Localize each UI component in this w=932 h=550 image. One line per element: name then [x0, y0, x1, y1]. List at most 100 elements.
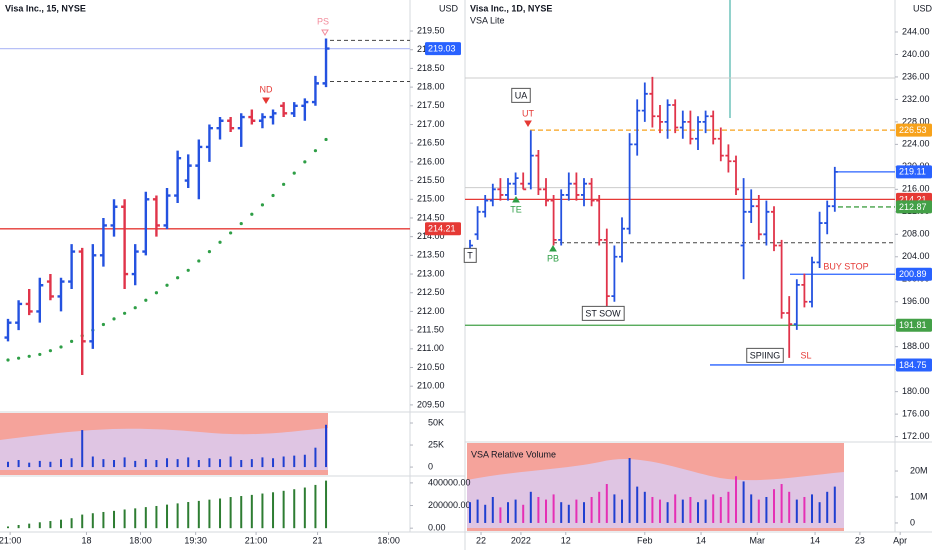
y-tick-label: 218.00 — [417, 81, 445, 91]
price-tag — [425, 222, 461, 236]
volume-bar — [476, 499, 479, 523]
annotation: ND — [260, 84, 273, 94]
volume-bar — [590, 496, 593, 523]
trail-dot — [250, 212, 254, 216]
volume-bar — [219, 459, 222, 468]
trail-dot — [324, 137, 328, 142]
volume-bar — [197, 500, 200, 529]
volume-bar — [240, 460, 243, 468]
volume-bar — [38, 460, 41, 468]
signal-marker — [321, 29, 329, 36]
volume-bar — [567, 504, 570, 523]
volume-bar — [818, 502, 821, 523]
ohlc-bar — [824, 200, 831, 235]
ohlc-bar — [710, 110, 717, 145]
ohlc-bar — [89, 244, 97, 349]
y-tick-label: 236.00 — [902, 71, 930, 81]
volume-bar — [134, 508, 137, 529]
price-tag-label: 191.81 — [899, 320, 927, 330]
y-tick-label: 240.00 — [902, 49, 930, 59]
volume-bar — [545, 499, 548, 523]
volume-bar — [272, 492, 275, 529]
volume-bar — [314, 484, 317, 529]
ohlc-bar — [489, 183, 496, 207]
trail-dot — [6, 358, 10, 362]
y-tick-label: 217.00 — [417, 119, 445, 129]
ohlc-bar — [748, 189, 755, 224]
ohlc-bar — [733, 155, 740, 195]
volume-bar — [788, 491, 791, 523]
ohlc-bar — [816, 211, 823, 269]
y-tick-label: 0.00 — [428, 523, 446, 533]
y-tick-label: 212.50 — [417, 287, 445, 297]
price-tag-label: 214.21 — [899, 194, 927, 204]
y-tick-label: 217.50 — [417, 100, 445, 110]
y-tick-label: 244.00 — [902, 26, 930, 36]
volume-bar — [49, 461, 52, 468]
ohlc-bar — [68, 244, 76, 289]
volume-bar — [514, 499, 517, 523]
annotation-box — [581, 305, 625, 321]
y-tick-label: 20M — [910, 465, 928, 475]
volume-bar — [282, 490, 285, 529]
y-tick-label: 188.00 — [902, 341, 930, 351]
price-tag-label: 219.11 — [899, 167, 926, 177]
currency[interactable]: USD — [439, 3, 459, 13]
ohlc-bar — [290, 102, 298, 118]
volume-band — [0, 428, 328, 470]
volume-bar — [719, 496, 722, 523]
ohlc-bar — [46, 274, 54, 301]
ohlc-bar — [634, 99, 641, 156]
volume-bar — [113, 510, 116, 529]
ohlc-bar — [771, 206, 778, 252]
trail-dot — [176, 276, 180, 280]
x-tick-label: 22 — [476, 535, 486, 545]
ohlc-bar — [131, 244, 139, 286]
price-tag — [425, 42, 461, 56]
volume-bar — [666, 502, 669, 523]
ohlc-bar — [474, 206, 481, 240]
y-tick-label: 216.00 — [902, 184, 930, 194]
ohlc-bar — [482, 194, 489, 218]
ohlc-bar — [793, 279, 800, 330]
volume-bar — [583, 502, 586, 523]
volume-bar — [123, 457, 126, 468]
ohlc-bar — [702, 110, 709, 134]
volume-bar — [144, 507, 147, 529]
ohlc-bar — [258, 113, 266, 129]
volume-bar — [613, 494, 616, 523]
currency[interactable]: USD — [913, 3, 932, 13]
volume-bar — [261, 493, 264, 529]
y-tick-label: 204.00 — [902, 251, 930, 261]
ohlc-bar — [695, 116, 702, 150]
y-tick-label: 218.50 — [417, 63, 445, 73]
ohlc-bar — [142, 191, 150, 256]
volume-bar — [91, 456, 94, 468]
trail-dot — [154, 291, 159, 295]
ohlc-bar — [237, 113, 245, 147]
y-tick-label: 213.00 — [417, 268, 445, 278]
panel-title: VSA Relative Volume — [471, 449, 556, 459]
volume-bar — [176, 459, 179, 468]
indicator-name: VSA Lite — [470, 15, 505, 25]
y-tick-label: 172.00 — [902, 431, 930, 441]
ohlc-bar — [174, 150, 182, 204]
x-tick-label: 14 — [810, 535, 820, 545]
ohlc-bar — [322, 38, 330, 88]
volume-bar — [17, 460, 20, 468]
ohlc-bar — [311, 75, 319, 106]
trail-dot — [197, 259, 201, 263]
volume-bar — [208, 458, 211, 468]
volume-bar — [60, 519, 63, 529]
volume-bar — [628, 458, 631, 523]
trail-dot — [292, 171, 296, 175]
volume-bar — [757, 499, 760, 523]
annotation: PB — [547, 253, 559, 263]
ohlc-bar — [565, 172, 572, 201]
volume-bar — [575, 499, 578, 523]
volume-bar — [484, 504, 487, 523]
price-tag-label: 226.53 — [899, 125, 927, 135]
ohlc-bar — [4, 318, 12, 342]
ohlc-bar — [99, 217, 107, 267]
x-tick-label: 21:00 — [245, 535, 268, 545]
